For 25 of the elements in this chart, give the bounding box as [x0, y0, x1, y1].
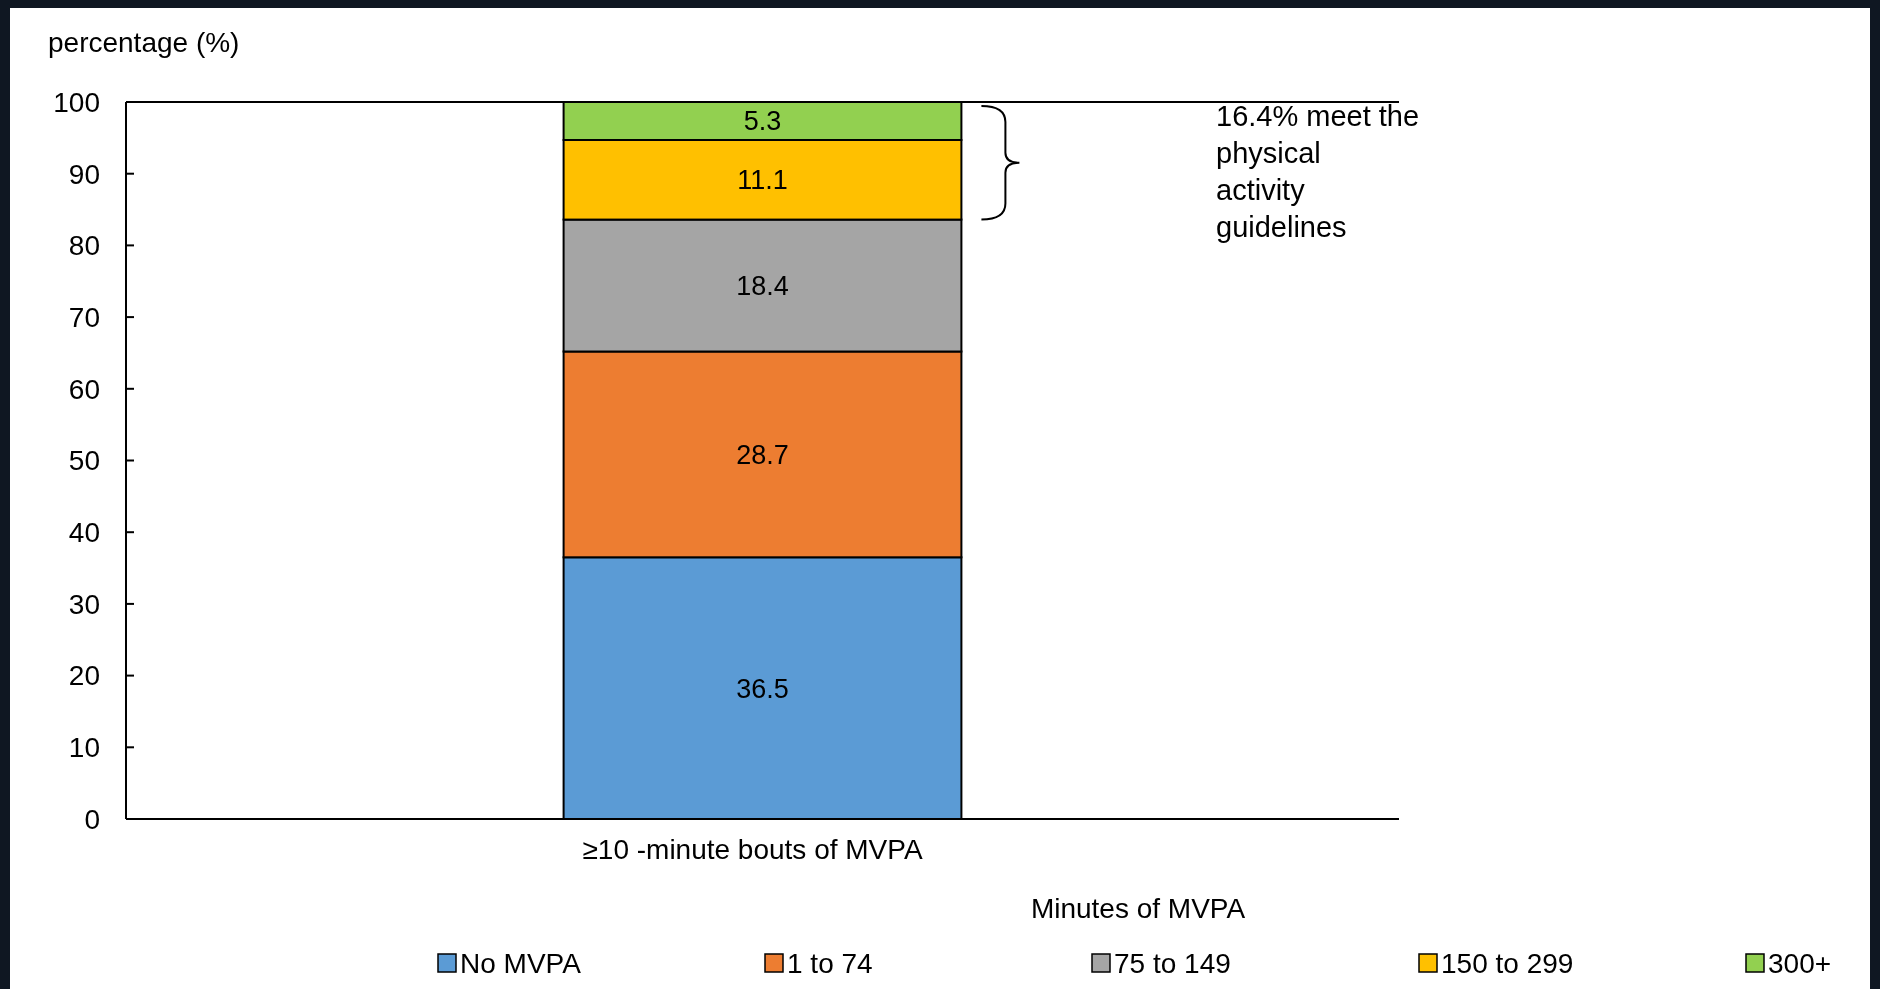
data-label: 11.1 [737, 165, 788, 196]
legend-label: 1 to 74 [787, 947, 873, 979]
legend-label: No MVPA [460, 947, 582, 979]
y-tick-label: 70 [68, 301, 100, 333]
legend-label: 150 to 299 [1441, 947, 1574, 979]
y-axis-title: percentage (%) [48, 27, 240, 58]
data-label: 36.5 [736, 673, 789, 704]
x-tick-label: ≥10 -minute bouts of MVPA [582, 834, 923, 865]
data-label: 18.4 [736, 271, 789, 301]
y-tick-label: 40 [68, 517, 100, 548]
y-tick-label: 50 [68, 445, 100, 477]
legend-label: 75 to 149 [1114, 947, 1231, 979]
y-tick-label: 30 [68, 588, 100, 620]
legend-label: 300+ [1768, 947, 1832, 979]
data-label: 28.7 [736, 439, 789, 470]
y-tick-label: 60 [68, 373, 100, 405]
legend-title: Minutes of MVPA [1030, 893, 1246, 924]
y-tick-label: 100 [53, 86, 100, 118]
annotation: 16.4% meet the physical activity guidelines [1216, 100, 1420, 243]
y-tick-label: 20 [68, 660, 100, 692]
y-tick-label: 0 [84, 803, 100, 835]
y-tick-label: 90 [68, 158, 100, 190]
y-tick-label: 80 [68, 230, 100, 262]
y-tick-label: 10 [68, 732, 100, 764]
data-label: 5.3 [743, 106, 782, 137]
